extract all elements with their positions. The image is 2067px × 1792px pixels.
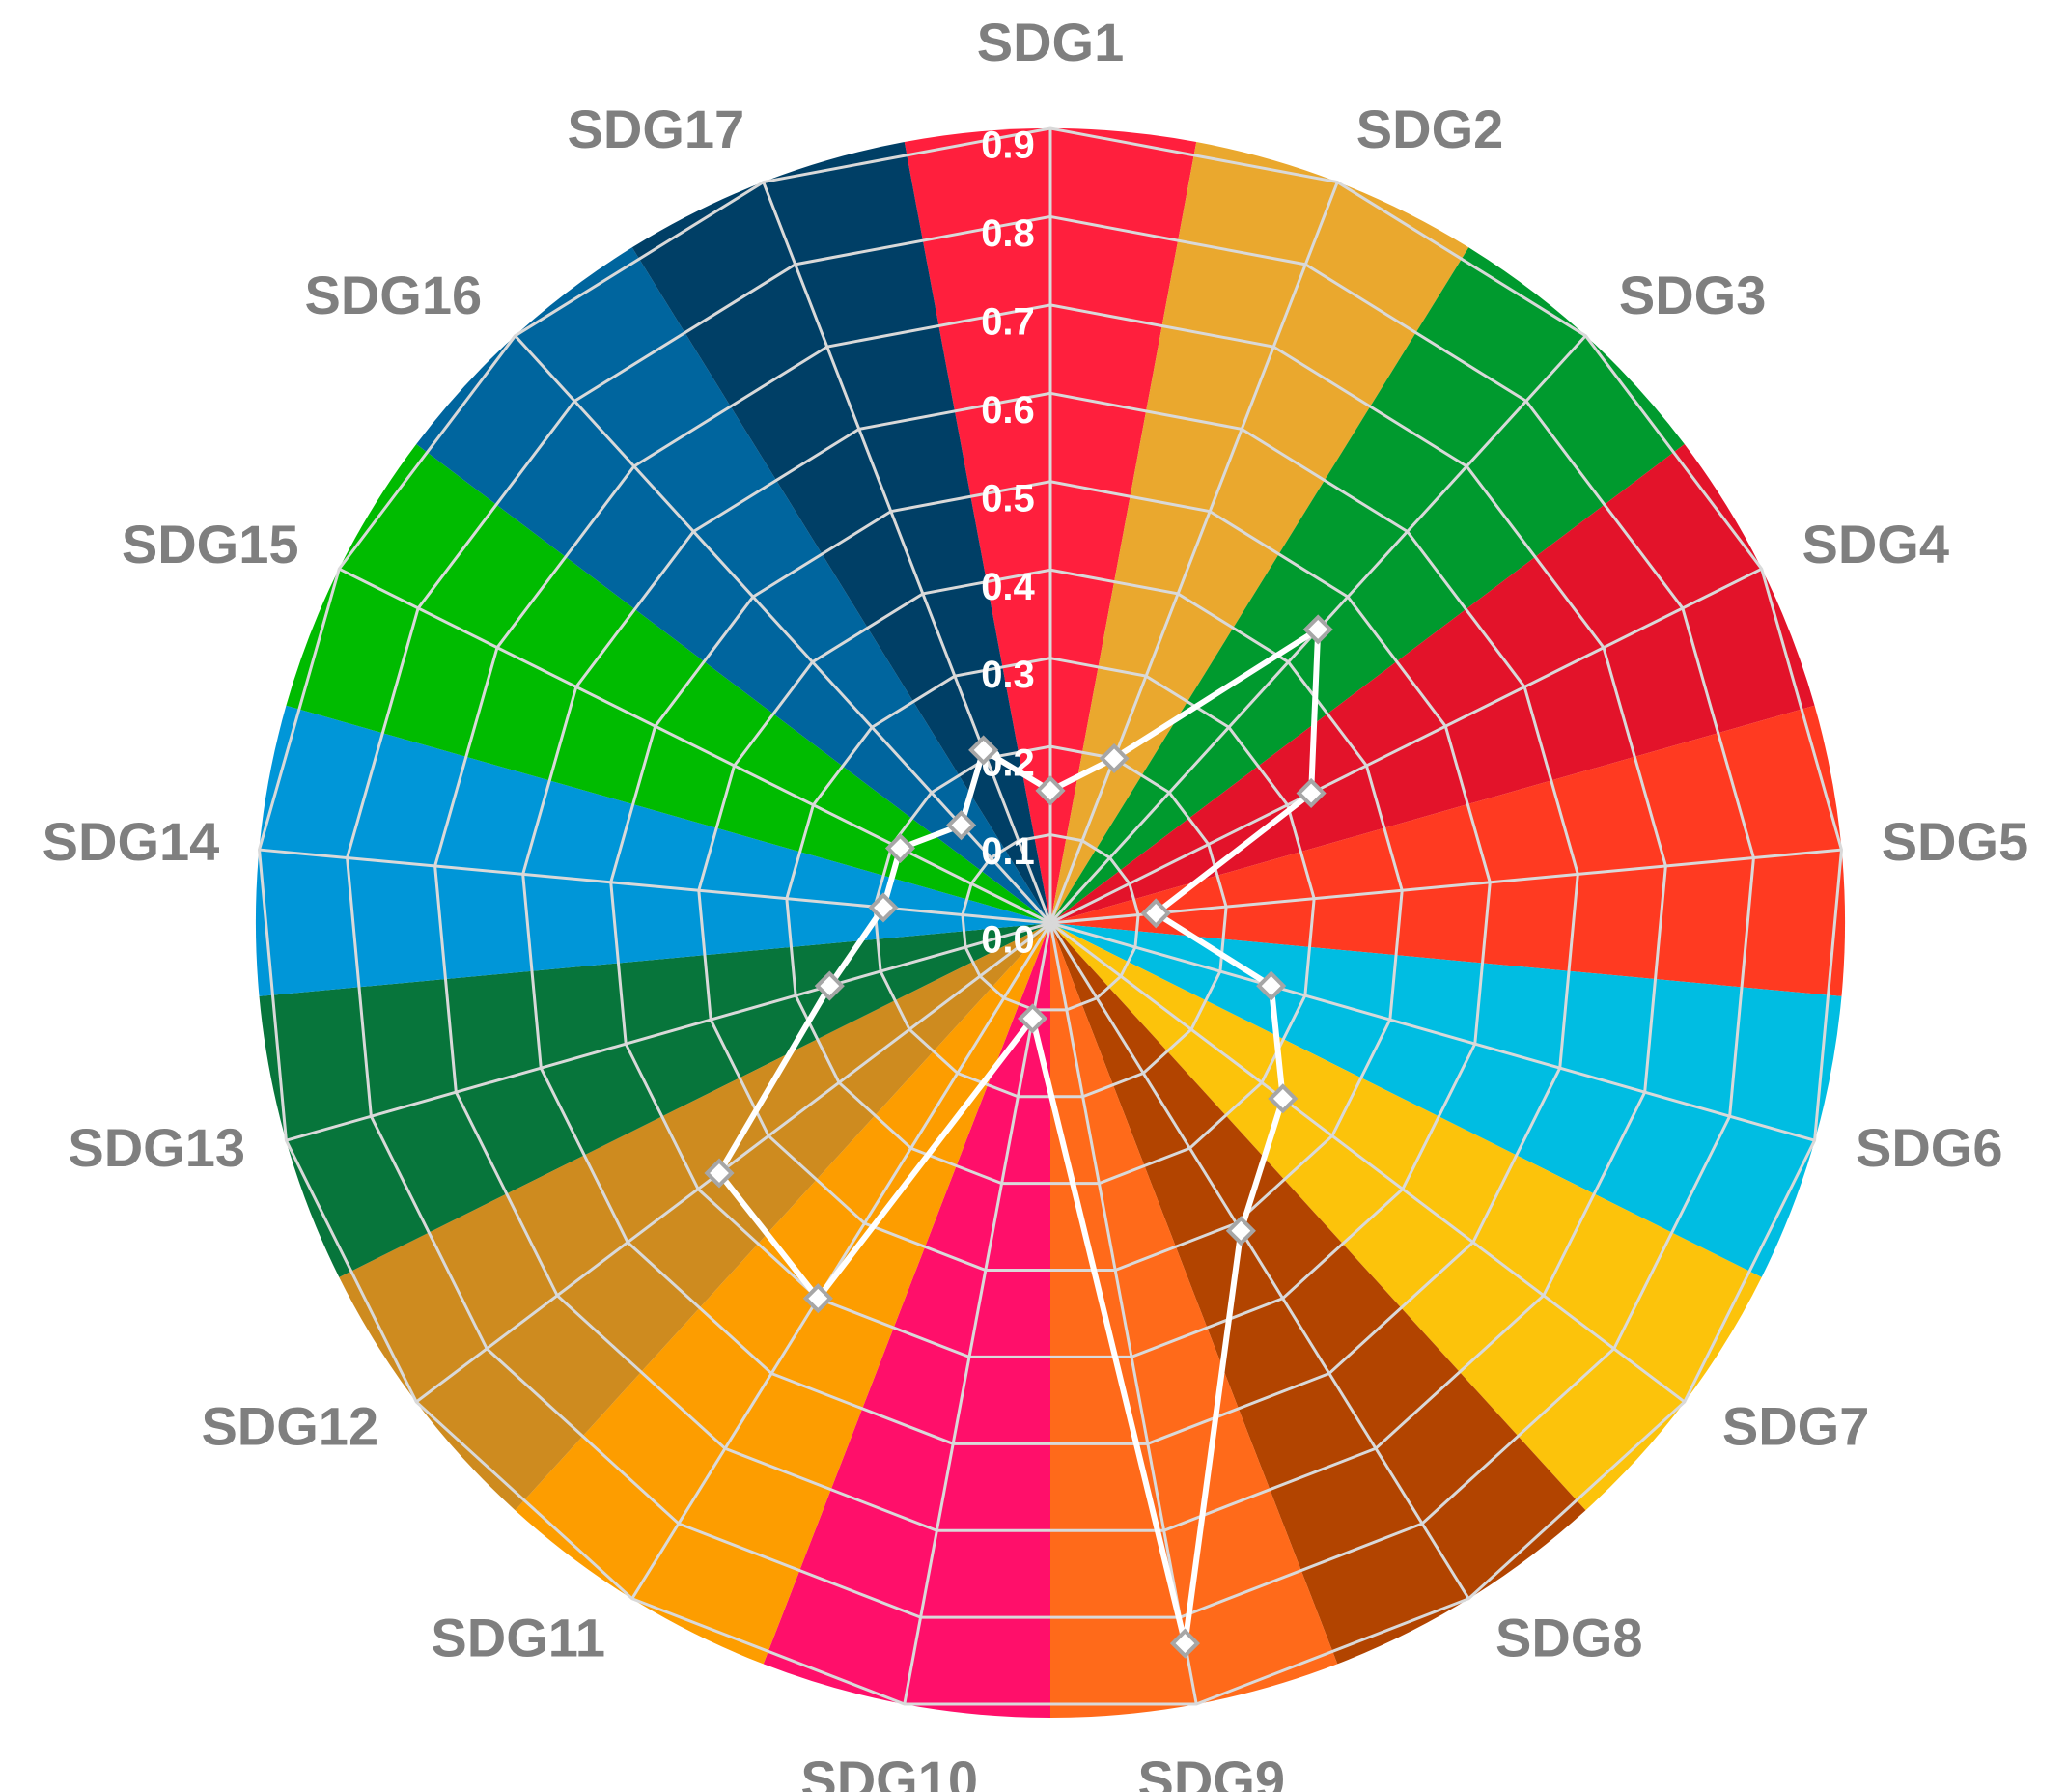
category-label: SDG2 — [1356, 98, 1504, 159]
category-label: SDG17 — [568, 98, 745, 159]
category-label: SDG6 — [1856, 1117, 2003, 1178]
grid-ring — [521, 391, 1579, 1445]
spoke — [259, 848, 1051, 925]
marker — [704, 1158, 735, 1189]
sector — [1050, 705, 1846, 996]
marker — [1140, 898, 1171, 929]
category-label: SDG16 — [304, 265, 482, 325]
r-tick-label: 0.3 — [981, 654, 1035, 696]
spoke — [903, 922, 1052, 1705]
spoke — [1049, 848, 1842, 925]
marker — [1296, 777, 1327, 809]
spoke — [415, 921, 1051, 1404]
sector — [631, 142, 1050, 924]
category-label: SDG8 — [1495, 1607, 1643, 1667]
sector — [515, 923, 1050, 1665]
marker — [1302, 614, 1333, 645]
marker — [884, 832, 916, 864]
marker — [1099, 742, 1130, 774]
sector — [763, 923, 1050, 1718]
spoke — [286, 921, 1051, 1142]
marker — [802, 1283, 833, 1314]
spoke — [1049, 921, 1686, 1404]
sector — [416, 247, 1050, 923]
marker — [1268, 1083, 1299, 1114]
spoke — [338, 567, 1051, 925]
category-label: SDG15 — [122, 514, 299, 574]
sector — [339, 923, 1050, 1511]
r-tick-label: 0.0 — [981, 919, 1035, 962]
category-label: SDG10 — [800, 1750, 978, 1792]
spoke — [1049, 567, 1763, 925]
category-label: SDG12 — [201, 1395, 378, 1456]
grid-ring — [785, 657, 1316, 1186]
category-label: SDG5 — [1882, 811, 2029, 872]
sector — [286, 444, 1050, 923]
sector — [1050, 923, 1586, 1665]
spoke — [1048, 922, 1198, 1705]
spoke — [762, 182, 1052, 924]
spoke — [1048, 922, 1470, 1600]
marker — [868, 892, 899, 923]
category-label: SDG13 — [68, 1117, 245, 1178]
marker — [1169, 1628, 1201, 1659]
r-tick-label: 0.8 — [981, 212, 1035, 255]
sector — [255, 705, 1050, 996]
marker — [1225, 1216, 1256, 1246]
marker — [1035, 775, 1066, 806]
category-label: SDG7 — [1722, 1395, 1870, 1456]
r-tick-label: 0.9 — [981, 125, 1035, 167]
grid-ring — [257, 126, 1844, 1706]
category-label: SDG4 — [1802, 514, 1950, 574]
grid-ring — [697, 568, 1404, 1273]
r-tick-label: 0.5 — [981, 477, 1035, 519]
r-tick-label: 0.1 — [981, 830, 1035, 873]
r-tick-label: 0.6 — [981, 389, 1035, 432]
r-tick-label: 0.7 — [981, 300, 1035, 343]
sector — [1050, 444, 1815, 923]
marker — [946, 810, 977, 841]
category-label: SDG3 — [1619, 265, 1767, 325]
marker — [814, 970, 845, 1001]
marker — [1017, 1003, 1048, 1034]
grid-ring — [609, 480, 1492, 1358]
category-label: SDG9 — [1138, 1750, 1286, 1792]
r-tick-label: 0.4 — [981, 566, 1035, 608]
sector — [1050, 923, 1762, 1511]
grid-ring — [433, 303, 1667, 1532]
spoke — [1048, 182, 1339, 924]
spoke — [630, 922, 1052, 1600]
category-label: SDG14 — [42, 811, 220, 872]
category-label: SDG11 — [431, 1607, 605, 1667]
sector — [1050, 142, 1469, 924]
marker — [968, 735, 999, 766]
grid-ring — [961, 833, 1140, 1012]
sector — [1050, 923, 1338, 1718]
category-label: SDG1 — [977, 12, 1125, 72]
spoke — [1049, 921, 1815, 1142]
grid-ring — [346, 214, 1755, 1619]
sector — [1050, 247, 1685, 923]
marker — [1256, 970, 1287, 1001]
